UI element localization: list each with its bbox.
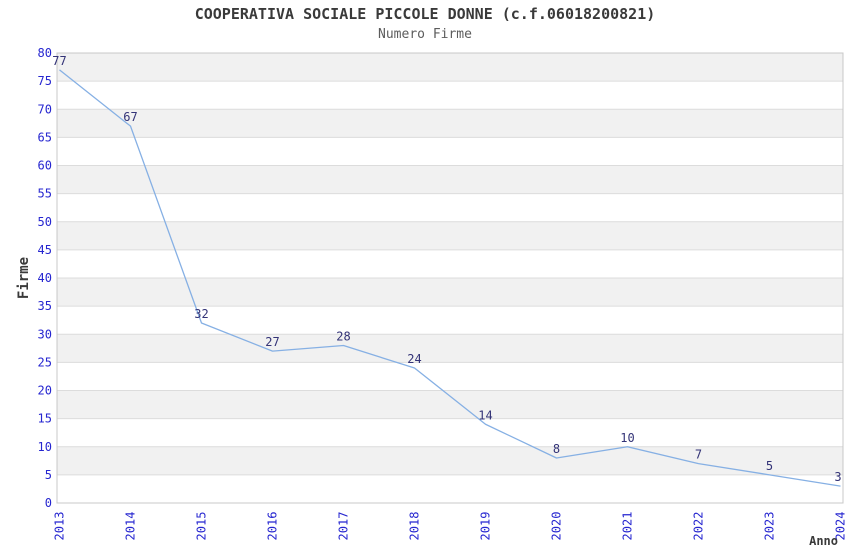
x-tick-label: 2014 <box>124 512 138 541</box>
point-label: 67 <box>123 110 137 124</box>
y-tick-label: 45 <box>38 243 52 257</box>
point-label: 7 <box>695 448 702 462</box>
y-tick-label: 50 <box>38 215 52 229</box>
plot-band <box>57 334 843 363</box>
y-tick-label: 35 <box>38 299 52 313</box>
x-tick-label: 2013 <box>53 512 67 541</box>
plot-band <box>57 390 843 419</box>
plot-band <box>57 221 843 250</box>
x-tick-label: 2023 <box>763 512 777 541</box>
y-tick-label: 75 <box>38 74 52 88</box>
y-tick-label: 65 <box>38 130 52 144</box>
point-label: 24 <box>407 352 421 366</box>
point-label: 32 <box>194 307 208 321</box>
chart-title: COOPERATIVA SOCIALE PICCOLE DONNE (c.f.0… <box>194 5 656 23</box>
plot-band <box>57 53 843 82</box>
series-line <box>59 69 841 487</box>
y-tick-label: 5 <box>45 468 52 482</box>
y-axis-title: Firme <box>16 257 32 299</box>
plot-band <box>57 109 843 138</box>
point-label: 10 <box>620 431 634 445</box>
x-tick-label: 2018 <box>408 512 422 541</box>
y-tick-label: 25 <box>38 355 52 369</box>
point-label: 77 <box>52 54 66 68</box>
x-tick-label: 2019 <box>479 512 493 541</box>
y-tick-label: 40 <box>38 271 52 285</box>
point-label: 14 <box>478 408 492 422</box>
plot-band <box>57 446 843 475</box>
plot-band <box>57 165 843 194</box>
point-label: 27 <box>265 335 279 349</box>
x-tick-label: 2022 <box>692 512 706 541</box>
plot-border <box>56 52 844 504</box>
point-label: 5 <box>766 459 773 473</box>
x-tick-label: 2024 <box>834 512 848 541</box>
x-tick-label: 2021 <box>621 512 635 541</box>
y-tick-label: 0 <box>45 496 52 510</box>
x-tick-label: 2017 <box>337 512 351 541</box>
x-tick-label: 2016 <box>266 512 280 541</box>
x-tick-label: 2020 <box>550 512 564 541</box>
y-tick-label: 70 <box>38 102 52 116</box>
y-tick-label: 80 <box>38 46 52 60</box>
point-label: 3 <box>834 470 841 484</box>
x-tick-label: 2015 <box>195 512 209 541</box>
y-tick-label: 55 <box>38 187 52 201</box>
chart-subtitle: Numero Firme <box>378 27 472 42</box>
y-tick-label: 15 <box>38 412 52 426</box>
y-tick-label: 30 <box>38 327 52 341</box>
x-axis-title: Anno <box>809 534 838 548</box>
y-tick-label: 10 <box>38 440 52 454</box>
y-tick-label: 60 <box>38 159 52 173</box>
y-tick-label: 20 <box>38 384 52 398</box>
point-label: 8 <box>553 442 560 456</box>
point-label: 28 <box>336 330 350 344</box>
plot-band <box>57 278 843 307</box>
